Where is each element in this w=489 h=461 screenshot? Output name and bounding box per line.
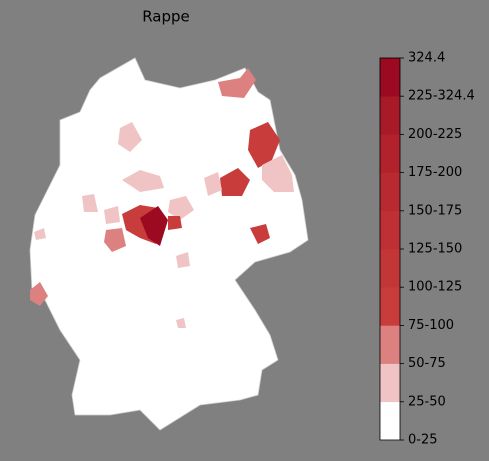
colorbar-label: 175-200 xyxy=(408,165,462,180)
country-outline xyxy=(29,57,309,431)
region xyxy=(104,228,126,252)
region xyxy=(220,168,250,196)
colorbar-label: 50-75 xyxy=(408,356,446,371)
region xyxy=(262,155,294,192)
colorbar-segment xyxy=(380,287,400,326)
colorbar-label: 225-324.4 xyxy=(408,89,475,104)
colorbar-segment xyxy=(380,172,400,212)
region xyxy=(140,206,168,246)
region xyxy=(168,216,182,230)
region xyxy=(118,122,142,152)
colorbar-segment xyxy=(380,210,400,250)
colorbar-segment xyxy=(380,325,400,364)
map-title: Rappe xyxy=(142,8,190,26)
region xyxy=(82,194,98,212)
colorbar-segment xyxy=(380,96,400,135)
germany-map xyxy=(29,57,309,431)
region xyxy=(34,228,46,240)
colorbar-label: 25-50 xyxy=(408,394,446,409)
region xyxy=(104,206,120,224)
colorbar-label: 0-25 xyxy=(408,433,438,448)
region xyxy=(168,196,194,220)
region xyxy=(218,68,256,98)
region xyxy=(30,282,48,306)
colorbar-segment xyxy=(380,58,400,97)
colorbar-label: 200-225 xyxy=(408,127,462,142)
colorbar: 0-25 25-50 50-75 75-100 100-125 125-150 150-17… xyxy=(379,51,475,448)
colorbar-segment xyxy=(380,363,400,403)
colorbar-label: 324.4 xyxy=(408,51,445,66)
region xyxy=(250,224,270,244)
colorbar-label: 75-100 xyxy=(408,318,454,333)
region xyxy=(204,172,222,196)
colorbar-segment xyxy=(380,249,400,288)
colorbar-label: 150-175 xyxy=(408,203,462,218)
region xyxy=(176,318,186,328)
region xyxy=(176,252,190,268)
colorbar-segment xyxy=(380,134,400,173)
colorbar-label: 125-150 xyxy=(408,242,462,257)
colorbar-segment xyxy=(380,401,400,441)
region xyxy=(122,170,164,192)
region xyxy=(248,122,280,168)
colorbar-label: 100-125 xyxy=(408,280,462,295)
